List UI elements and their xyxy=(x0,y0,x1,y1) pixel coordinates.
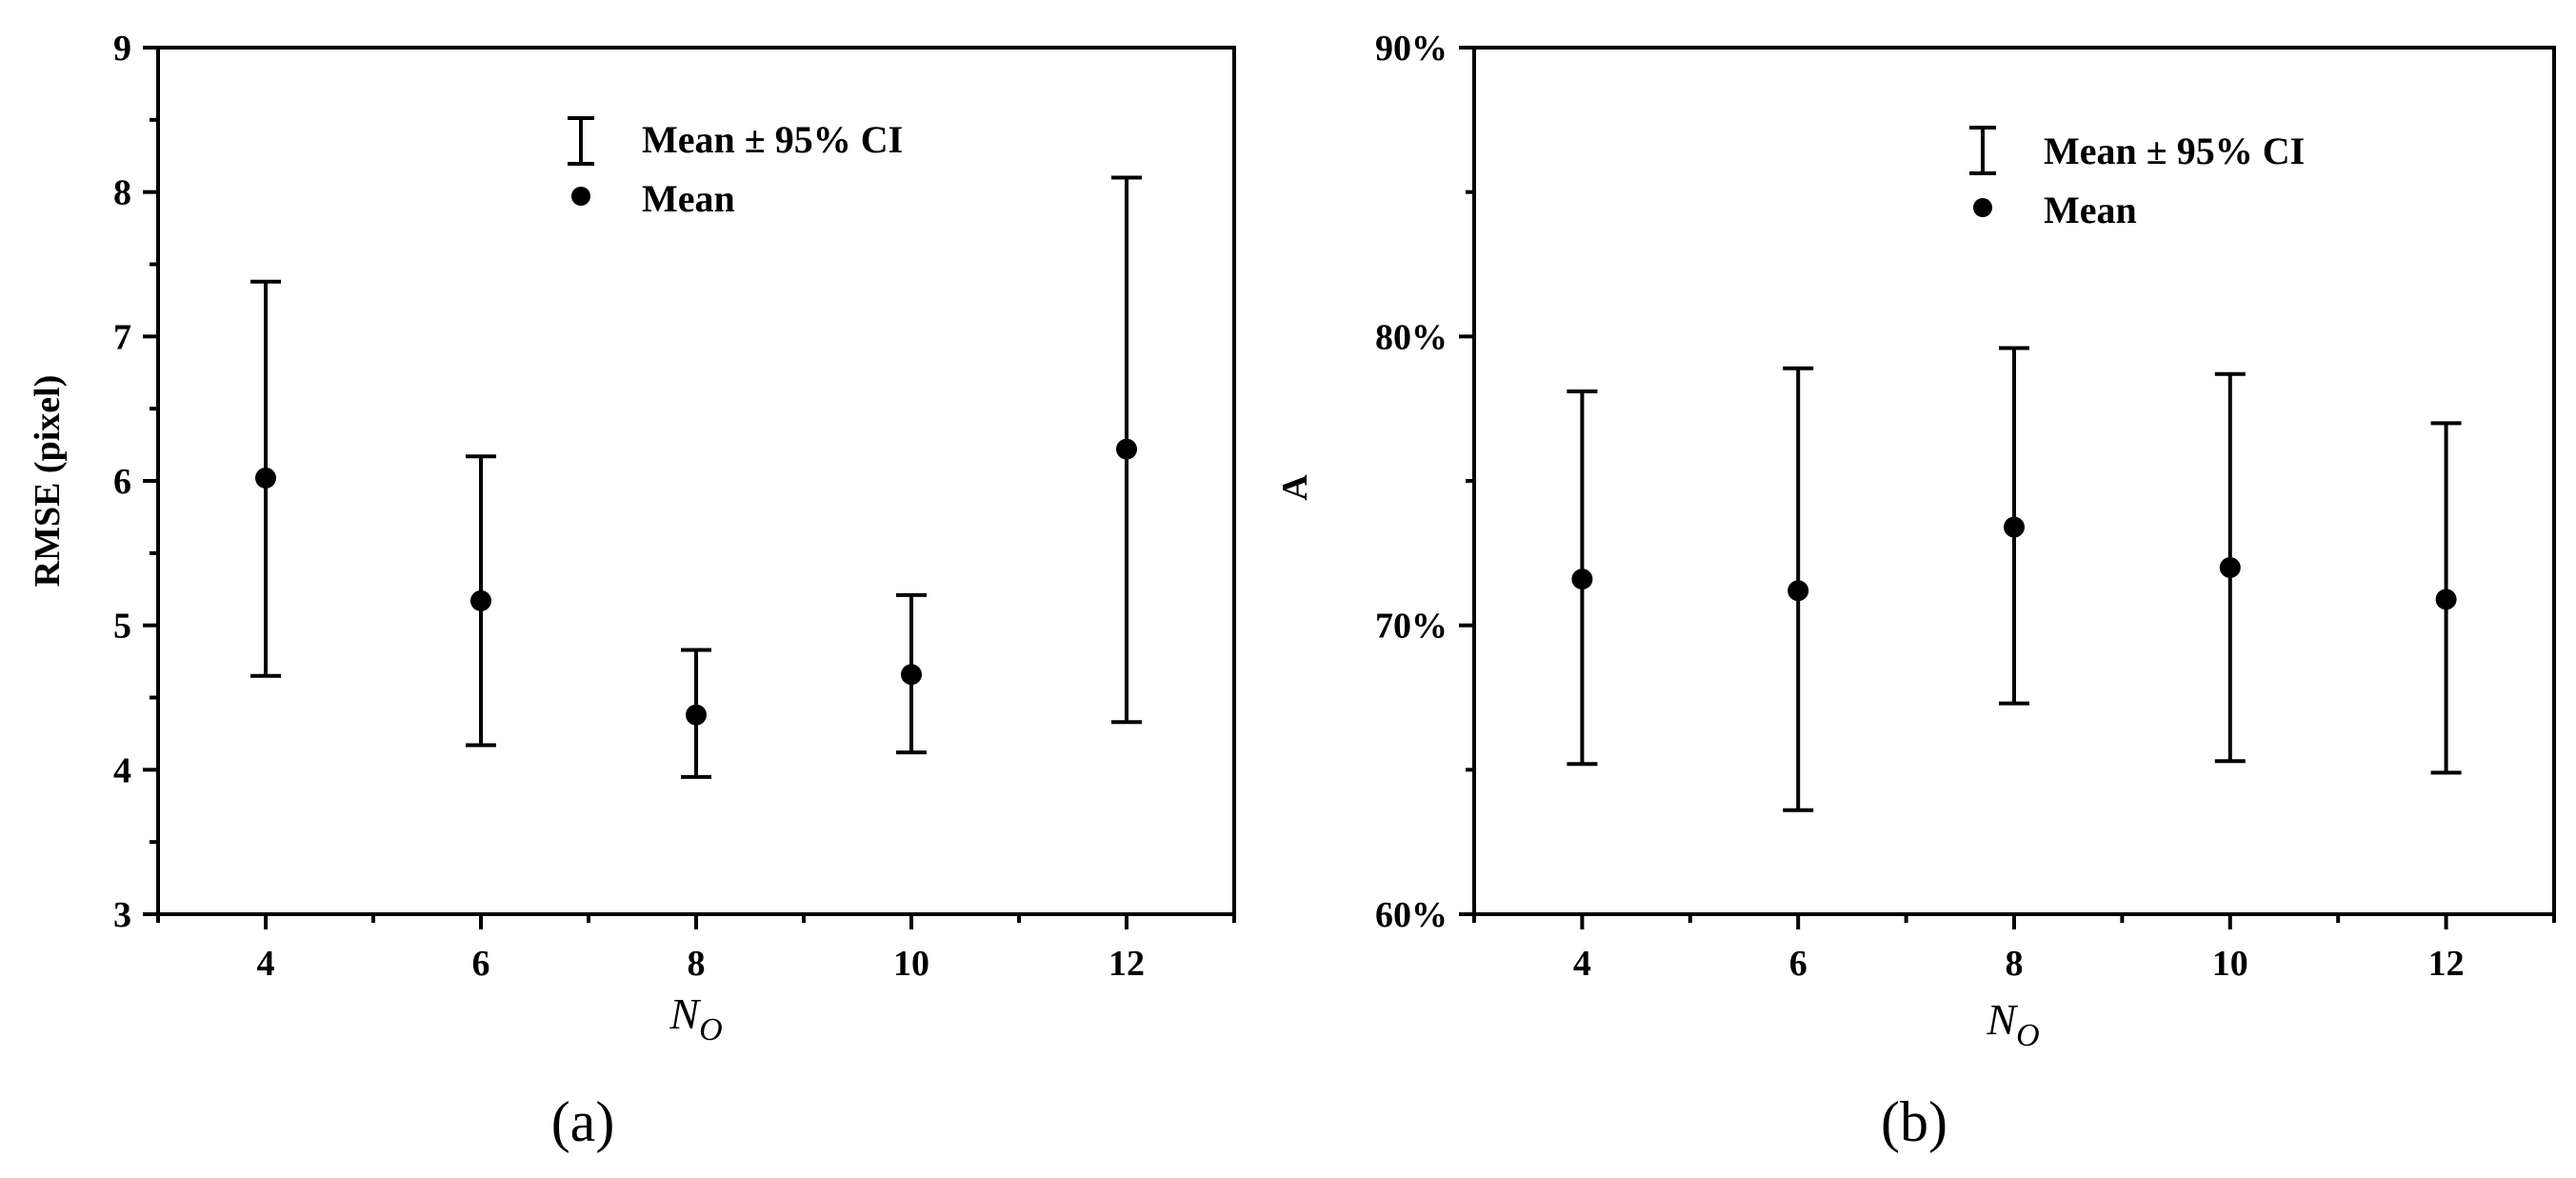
legend-mean-marker xyxy=(571,187,590,206)
x-axis-title-main: N xyxy=(669,989,701,1038)
y-tick-label: 70% xyxy=(1375,607,1448,647)
x-tick-label: 10 xyxy=(893,944,929,984)
legend: Mean ± 95% CI Mean xyxy=(568,116,903,220)
x-axis-title-sub: O xyxy=(699,1012,723,1048)
y-tick-label: 8 xyxy=(113,173,131,213)
data-marks xyxy=(1567,346,2462,812)
panel-label: (a) xyxy=(551,1090,615,1153)
y-tick-label: 9 xyxy=(113,29,131,69)
y-tick-label: 60% xyxy=(1375,895,1448,935)
mean-point xyxy=(255,467,276,489)
x-tick-label: 6 xyxy=(1789,944,1807,984)
y-axis-ticks: 60% 70% 80% 90% xyxy=(1375,29,1474,935)
panel-b: 60% 70% 80% 90% 4 6 8 10 12 A NO Mean ± 95% CI … xyxy=(1275,29,2556,1153)
legend: Mean ± 95% CI Mean xyxy=(1969,126,2305,231)
x-axis-title: NO xyxy=(1986,995,2039,1053)
mean-point xyxy=(2219,557,2241,578)
legend-ci-label: Mean ± 95% CI xyxy=(2044,130,2305,172)
y-tick-label: 5 xyxy=(113,607,131,647)
x-tick-label: 8 xyxy=(688,944,706,984)
y-axis-ticks: 3 4 5 6 7 8 9 xyxy=(113,29,158,935)
mean-point xyxy=(2004,516,2025,538)
mean-point xyxy=(2435,589,2457,610)
x-axis-ticks: 4 6 8 10 12 xyxy=(1472,914,2556,984)
x-axis-title: NO xyxy=(669,989,722,1048)
x-axis-title-main: N xyxy=(1986,995,2018,1044)
legend-ci-icon xyxy=(1969,126,1996,175)
x-tick-label: 4 xyxy=(257,944,275,984)
data-marks xyxy=(250,175,1142,779)
panel-a: 3 4 5 6 7 8 9 4 6 8 10 12 RMSE (pixel) NO Mean ± 9… xyxy=(28,29,1236,1153)
y-tick-label: 6 xyxy=(113,462,131,502)
panel-label: (b) xyxy=(1881,1090,1947,1153)
y-tick-label: 80% xyxy=(1375,317,1448,357)
x-tick-label: 10 xyxy=(2212,944,2248,984)
x-tick-label: 6 xyxy=(472,944,490,984)
legend-mean-label: Mean xyxy=(2044,189,2137,231)
x-axis-title-sub: O xyxy=(2016,1018,2040,1053)
x-tick-label: 8 xyxy=(2006,944,2024,984)
mean-point xyxy=(470,589,491,611)
legend-mean-marker xyxy=(1973,198,1992,217)
y-tick-label: 3 xyxy=(113,895,131,935)
mean-point xyxy=(1116,438,1137,460)
mean-point xyxy=(901,664,922,686)
legend-mean-label: Mean xyxy=(642,177,735,220)
mean-point xyxy=(686,704,707,726)
mean-point xyxy=(1571,569,1593,590)
legend-ci-label: Mean ± 95% CI xyxy=(642,118,903,161)
x-axis-ticks: 4 6 8 10 12 xyxy=(156,914,1236,984)
y-axis-title: RMSE (pixel) xyxy=(28,375,68,588)
y-tick-label: 90% xyxy=(1375,29,1448,69)
y-tick-label: 4 xyxy=(113,750,131,790)
x-tick-label: 4 xyxy=(1573,944,1591,984)
legend-ci-icon xyxy=(568,116,594,166)
x-tick-label: 12 xyxy=(1108,944,1145,984)
y-axis-title: A xyxy=(1275,474,1315,501)
y-tick-label: 7 xyxy=(113,317,131,357)
x-tick-label: 12 xyxy=(2428,944,2465,984)
mean-point xyxy=(1787,580,1809,602)
